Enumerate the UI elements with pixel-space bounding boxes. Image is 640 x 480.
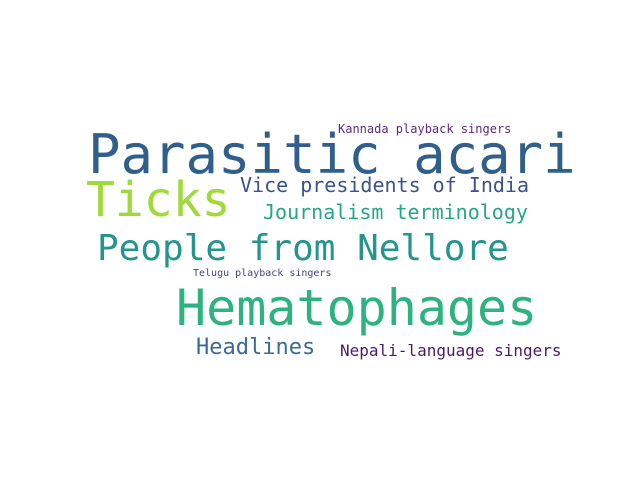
word-hematophages: Hematophages	[176, 279, 538, 337]
word-nepali-language-singers: Nepali-language singers	[340, 341, 562, 360]
word-parasitic-acari: Parasitic acari	[88, 123, 576, 186]
word-people-from-nellore: People from Nellore	[97, 228, 509, 269]
word-ticks: Ticks	[86, 172, 231, 228]
word-journalism-terminology: Journalism terminology	[263, 200, 528, 224]
word-headlines: Headlines	[196, 335, 316, 360]
word-telugu-playback-singers: Telugu playback singers	[193, 268, 332, 279]
word-vice-presidents-of-india: Vice presidents of India	[240, 173, 529, 197]
word-kannada-playback-singers: Kannada playback singers	[338, 122, 512, 136]
